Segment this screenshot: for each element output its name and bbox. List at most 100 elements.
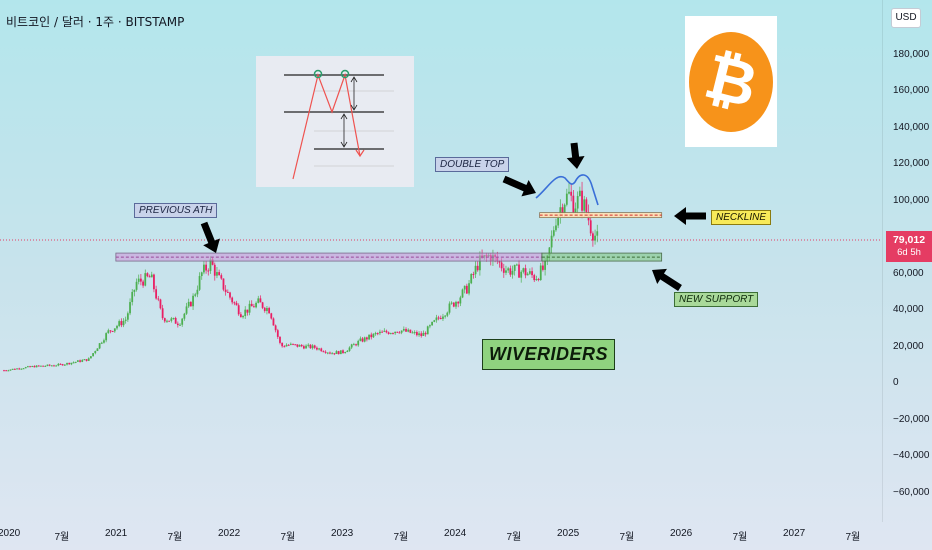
- current-price-tag: 79,012 6d 5h: [886, 231, 932, 262]
- candle-body: [400, 330, 403, 333]
- candle-body: [342, 350, 344, 353]
- candle-body: [531, 271, 533, 276]
- candle-body: [96, 348, 99, 352]
- candle-body: [300, 344, 303, 347]
- price-axis[interactable]: [882, 0, 932, 522]
- candle-body: [548, 247, 551, 256]
- candle-body: [222, 278, 225, 290]
- bitcoin-logo: ₿: [685, 16, 777, 147]
- x-tick-label: 7월: [393, 532, 409, 543]
- candle-body: [44, 365, 47, 367]
- candle-body: [90, 356, 92, 359]
- candle-body: [522, 268, 525, 272]
- candle-body: [50, 365, 53, 367]
- price-chart[interactable]: [0, 0, 882, 522]
- candle-body: [526, 273, 529, 276]
- candle-body: [542, 265, 544, 270]
- watermark-label[interactable]: WIVERIDERS: [482, 339, 616, 370]
- x-tick-label: 2025: [557, 528, 580, 539]
- candle-body: [470, 274, 473, 284]
- candle-body: [572, 195, 575, 213]
- current-price-value: 79,012: [892, 234, 926, 246]
- candle-body: [257, 298, 260, 303]
- candle-body: [235, 302, 238, 306]
- candle-body: [55, 365, 58, 367]
- candle-body: [398, 332, 401, 334]
- candle-body: [200, 272, 203, 277]
- previous-ath-arrow-icon: [200, 221, 220, 254]
- candle-body: [246, 309, 249, 313]
- candle-body: [207, 270, 210, 272]
- candle-body: [113, 328, 116, 332]
- candle-body: [561, 207, 564, 214]
- candle-body: [361, 338, 364, 342]
- candle-body: [355, 344, 357, 346]
- candle-body: [424, 332, 427, 335]
- y-tick-label: 60,000: [893, 267, 924, 279]
- previous-ath-label[interactable]: PREVIOUS ATH: [134, 203, 218, 218]
- candle-body: [407, 329, 410, 332]
- y-tick-label: 0: [893, 377, 899, 388]
- double-top-label[interactable]: DOUBLE TOP: [435, 157, 510, 172]
- candle-body: [333, 353, 336, 355]
- candle-body: [552, 230, 555, 236]
- candle-body: [322, 351, 325, 353]
- candle-body: [431, 321, 433, 326]
- candle-body: [500, 262, 503, 269]
- candle-body: [140, 278, 142, 282]
- candle-body: [16, 368, 18, 370]
- candle-body: [452, 302, 455, 307]
- double-top-arrow-icon: [502, 175, 537, 197]
- candle-body: [129, 302, 131, 314]
- candle-body: [63, 364, 66, 366]
- candle-body: [266, 308, 268, 311]
- candle-body: [233, 302, 236, 304]
- currency-button[interactable]: USD: [891, 8, 921, 28]
- x-tick-label: 2022: [218, 528, 241, 539]
- candle-body: [281, 342, 284, 347]
- candle-body: [596, 231, 599, 236]
- y-tick-label: 100,000: [893, 194, 930, 206]
- candle-body: [159, 299, 162, 309]
- candle-body: [40, 365, 42, 367]
- x-tick-label: 7월: [845, 532, 861, 543]
- bitcoin-logo-svg: ₿: [689, 32, 773, 132]
- candle-body: [574, 208, 577, 213]
- candle-body: [442, 316, 444, 319]
- candle-body: [150, 274, 153, 278]
- candle-body: [520, 271, 523, 278]
- candle-body: [224, 289, 227, 292]
- candle-body: [272, 318, 275, 326]
- candle-body: [392, 333, 394, 335]
- candle-body: [274, 325, 277, 331]
- candle-body: [563, 204, 566, 214]
- candle-body: [268, 308, 271, 314]
- candle-body: [385, 330, 388, 333]
- candle-body: [116, 325, 118, 329]
- candle-body: [111, 331, 114, 333]
- candle-body: [94, 351, 97, 354]
- new-support-label[interactable]: NEW SUPPORT: [674, 292, 759, 307]
- candle-body: [576, 196, 579, 209]
- candle-body: [507, 268, 510, 271]
- candle-body: [155, 289, 158, 299]
- candle-body: [568, 191, 570, 194]
- candle-body: [168, 320, 171, 322]
- candle-body: [213, 264, 216, 276]
- candle-body: [307, 344, 310, 346]
- candle-body: [511, 270, 514, 275]
- y-tick-label: 40,000: [893, 304, 924, 315]
- candle-body: [389, 333, 392, 335]
- candle-body: [557, 215, 560, 226]
- candle-body: [5, 370, 8, 372]
- candle-body: [231, 297, 234, 303]
- candle-body: [320, 348, 323, 352]
- candle-body: [185, 306, 188, 314]
- candle-body: [153, 274, 155, 290]
- candle-body: [126, 313, 129, 320]
- candle-body: [29, 366, 31, 368]
- candle-body: [379, 331, 381, 334]
- candle-body: [259, 298, 262, 303]
- neckline-label[interactable]: NECKLINE: [711, 210, 772, 225]
- candle-body: [172, 317, 175, 319]
